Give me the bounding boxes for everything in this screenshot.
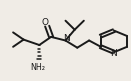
Text: N: N <box>111 49 117 58</box>
Text: N: N <box>63 34 70 43</box>
Text: NH₂: NH₂ <box>30 63 45 72</box>
Text: O: O <box>42 18 49 27</box>
